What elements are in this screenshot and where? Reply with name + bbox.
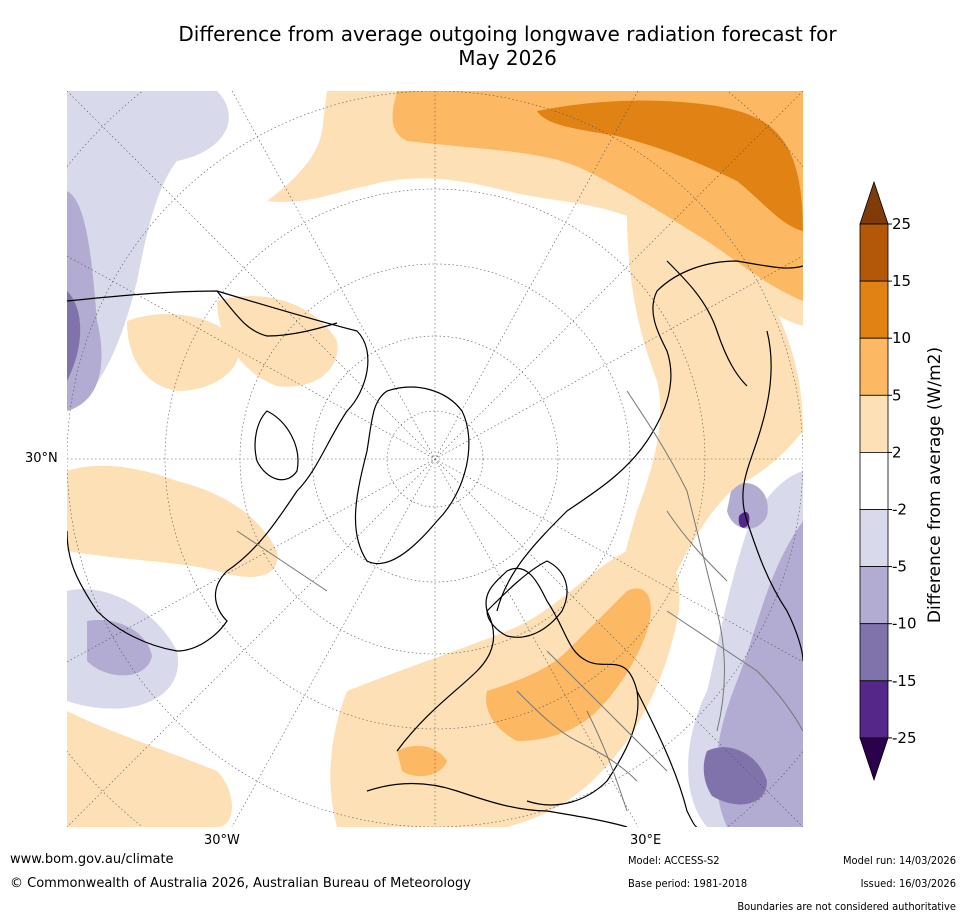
footer-base-period: Base period: 1981-2018	[628, 877, 748, 890]
anomaly-atlantic-neg-mid	[87, 620, 152, 676]
polar-map	[67, 91, 803, 827]
colorbar-bin	[859, 394, 889, 453]
colorbar-ticks: 25 15 10 5 2 -2 -5 -10 -15 -25	[888, 215, 917, 747]
footer-website[interactable]: www.bom.gov.au/climate	[10, 852, 174, 867]
colorbar-bin	[859, 623, 889, 682]
footer-copyright: © Commonwealth of Australia 2026, Austra…	[10, 876, 471, 891]
title-line-2: May 2026	[458, 46, 557, 70]
anomaly-asia-neg-peak	[738, 511, 750, 528]
colorbar-bin	[859, 223, 889, 282]
anomaly-west-pacific-neg-strong	[67, 291, 81, 381]
footer-model-run: Model run: 14/03/2026	[843, 854, 956, 867]
chart-title: Difference from average outgoing longwav…	[60, 22, 955, 70]
coast-east-asia	[742, 330, 803, 662]
lon-label-30w: 30°W	[204, 833, 240, 848]
colorbar-bin	[859, 451, 889, 510]
coast-kamchatka	[666, 260, 748, 387]
anomaly-europe-pos-mid	[486, 588, 651, 741]
colorbar-tick-label: -25	[892, 729, 917, 747]
colorbar-bin	[859, 509, 889, 567]
colorbar-tick-label: 2	[892, 443, 902, 461]
colorbar-tick-label: 10	[892, 329, 911, 347]
footer-disclaimer: Boundaries are not considered authoritat…	[737, 900, 956, 913]
colorbar-under-arrow	[859, 737, 889, 782]
coast-mediterranean	[366, 782, 628, 827]
country-borders	[236, 390, 803, 812]
anomaly-mediterranean-pos-mid	[397, 745, 447, 777]
footer-issued: Issued: 16/03/2026	[860, 877, 956, 890]
colorbar-tick-label: -15	[892, 672, 917, 690]
anomaly-west-pacific-neg	[67, 91, 229, 411]
coast-arabia	[636, 690, 698, 827]
colorbar-tick-label: 5	[892, 386, 902, 404]
coast-greenland	[354, 386, 470, 565]
colorbar-title: Difference from average (W/m2)	[925, 346, 945, 624]
anomaly-north-pacific-pos-strong	[537, 100, 803, 231]
colorbar-bin	[859, 337, 889, 396]
title-line-1: Difference from average outgoing longwav…	[178, 22, 837, 46]
anomaly-canada-pos	[217, 295, 338, 387]
colorbar-over-arrow	[859, 180, 889, 225]
colorbar-tick-label: 15	[892, 272, 911, 290]
coast-hudson-bay	[254, 410, 299, 481]
anomaly-asia-neg-small	[727, 482, 768, 529]
anomaly-north-america-pos	[127, 313, 239, 391]
coast-north-america	[67, 290, 369, 652]
colorbar-bin	[859, 566, 889, 625]
colorbar: 25 15 10 5 2 -2 -5 -10 -15 -25	[859, 180, 917, 782]
anomaly-atlantic-south-pos	[67, 711, 232, 827]
footer-model: Model: ACCESS-S2	[628, 854, 720, 867]
anomaly-asia-neg-strong	[703, 747, 767, 805]
coast-alaska	[216, 290, 338, 337]
colorbar-bins	[859, 180, 889, 782]
lat-label-30n: 30°N	[25, 451, 58, 466]
colorbar-tick-label: -2	[892, 501, 907, 519]
colorbar-bin	[859, 680, 889, 739]
coast-scandinavia	[486, 560, 568, 638]
lon-label-30e: 30°E	[630, 833, 662, 848]
coast-europe	[396, 567, 639, 806]
colorbar-tick-label: -5	[892, 558, 907, 576]
colorbar-tick-label: -10	[892, 615, 917, 633]
coast-eurasia-north	[496, 260, 803, 612]
colorbar-tick-label: 25	[892, 215, 911, 233]
colorbar-bin	[859, 280, 889, 339]
coastlines	[67, 260, 803, 827]
graticule	[67, 91, 803, 827]
